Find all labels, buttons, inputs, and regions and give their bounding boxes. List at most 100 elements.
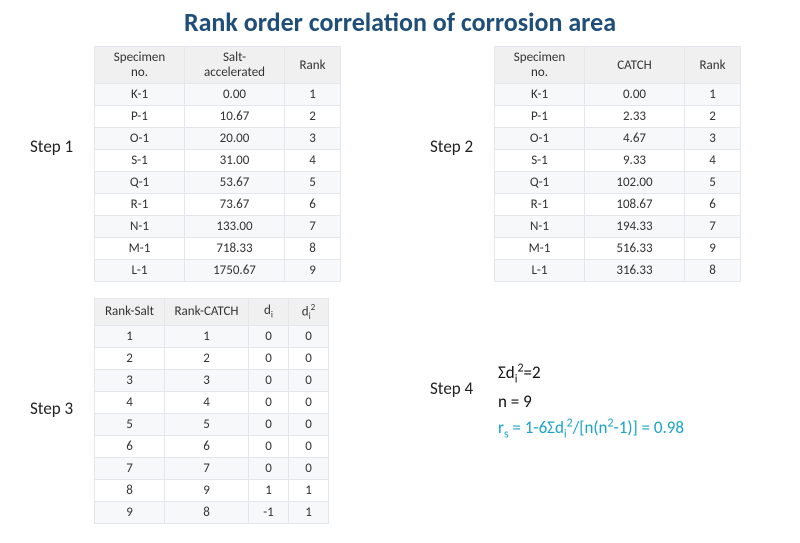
- step3-col-di2: di2: [289, 299, 329, 326]
- table-cell: 4.67: [585, 128, 685, 150]
- step3-col: Rank-Salt: [95, 299, 165, 326]
- table-cell: 8: [685, 260, 741, 282]
- table-cell: 9: [95, 501, 165, 523]
- table-cell: 0: [249, 347, 289, 369]
- table-row: O-120.003: [95, 128, 341, 150]
- table-cell: 53.67: [185, 172, 285, 194]
- table-cell: 4: [685, 150, 741, 172]
- table-cell: 3: [685, 128, 741, 150]
- table-cell: K-1: [495, 84, 585, 106]
- table-cell: 3: [165, 369, 249, 391]
- table-cell: 102.00: [585, 172, 685, 194]
- step4-label: Step 4: [430, 378, 488, 399]
- table-cell: 5: [685, 172, 741, 194]
- table-cell: 4: [95, 391, 165, 413]
- table-cell: 6: [685, 194, 741, 216]
- table-cell: 20.00: [185, 128, 285, 150]
- table-cell: 4: [285, 150, 341, 172]
- table-cell: M-1: [495, 238, 585, 260]
- table-cell: 0: [249, 435, 289, 457]
- formula-line3: rs = 1-6Σdi2/[n(n2-1)] = 0.98: [498, 415, 684, 444]
- table-row: O-14.673: [495, 128, 741, 150]
- step1-col: Salt-accelerated: [185, 47, 285, 84]
- table-cell: 0: [289, 435, 329, 457]
- table-cell: 1: [95, 325, 165, 347]
- table-row: K-10.001: [495, 84, 741, 106]
- table-row: P-110.672: [95, 106, 341, 128]
- table-row: N-1194.337: [495, 216, 741, 238]
- table-row: R-173.676: [95, 194, 341, 216]
- table-row: K-10.001: [95, 84, 341, 106]
- table-cell: 4: [165, 391, 249, 413]
- table-cell: 108.67: [585, 194, 685, 216]
- table-cell: 8: [95, 479, 165, 501]
- table-row: 5500: [95, 413, 329, 435]
- step2-col: Rank: [685, 47, 741, 84]
- table-cell: 1: [165, 325, 249, 347]
- table-row: N-1133.007: [95, 216, 341, 238]
- table-cell: 2: [95, 347, 165, 369]
- table-cell: 6: [95, 435, 165, 457]
- table-row: S-131.004: [95, 150, 341, 172]
- table-cell: O-1: [95, 128, 185, 150]
- table-cell: 3: [95, 369, 165, 391]
- table-cell: P-1: [495, 106, 585, 128]
- table-cell: R-1: [495, 194, 585, 216]
- table-cell: 316.33: [585, 260, 685, 282]
- table-cell: 194.33: [585, 216, 685, 238]
- table-row: 1100: [95, 325, 329, 347]
- table-cell: Q-1: [495, 172, 585, 194]
- table-row: P-12.332: [495, 106, 741, 128]
- formula-line2: n = 9: [498, 389, 684, 415]
- table-cell: 8: [165, 501, 249, 523]
- table-cell: M-1: [95, 238, 185, 260]
- table-cell: 9: [685, 238, 741, 260]
- table-cell: L-1: [495, 260, 585, 282]
- table-cell: 7: [685, 216, 741, 238]
- step2-table: Specimen no.CATCHRank K-10.001P-12.332O-…: [494, 46, 741, 282]
- table-row: Q-1102.005: [495, 172, 741, 194]
- table-cell: 7: [95, 457, 165, 479]
- table-cell: 2: [165, 347, 249, 369]
- table-cell: 7: [165, 457, 249, 479]
- table-cell: K-1: [95, 84, 185, 106]
- table-cell: Q-1: [95, 172, 185, 194]
- step3-table: Rank-SaltRank-CATCHdidi2 110022003300440…: [94, 298, 329, 524]
- table-row: M-1516.339: [495, 238, 741, 260]
- table-row: R-1108.676: [495, 194, 741, 216]
- step2-block: Step 2 Specimen no.CATCHRank K-10.001P-1…: [430, 46, 741, 282]
- step3-label: Step 3: [30, 398, 84, 419]
- table-cell: 2: [685, 106, 741, 128]
- table-cell: 0: [289, 457, 329, 479]
- table-row: 8911: [95, 479, 329, 501]
- step4-block: Step 4 Σdi2=2 n = 9 rs = 1-6Σdi2/[n(n2-1…: [430, 360, 684, 444]
- table-cell: 718.33: [185, 238, 285, 260]
- table-cell: 2.33: [585, 106, 685, 128]
- table-row: 6600: [95, 435, 329, 457]
- table-cell: 6: [165, 435, 249, 457]
- step3-block: Step 3 Rank-SaltRank-CATCHdidi2 11002200…: [30, 298, 329, 524]
- step4-formula: Σdi2=2 n = 9 rs = 1-6Σdi2/[n(n2-1)] = 0.…: [498, 360, 684, 444]
- table-cell: 0: [249, 413, 289, 435]
- table-cell: 0: [289, 369, 329, 391]
- table-row: L-11750.679: [95, 260, 341, 282]
- table-cell: 9: [165, 479, 249, 501]
- table-cell: 133.00: [185, 216, 285, 238]
- table-cell: N-1: [495, 216, 585, 238]
- step2-col: Specimen no.: [495, 47, 585, 84]
- table-cell: P-1: [95, 106, 185, 128]
- table-cell: 5: [165, 413, 249, 435]
- step1-label: Step 1: [30, 136, 84, 157]
- step2-label: Step 2: [430, 136, 484, 157]
- table-cell: N-1: [95, 216, 185, 238]
- table-cell: 6: [285, 194, 341, 216]
- table-cell: 1: [289, 501, 329, 523]
- table-cell: 9: [285, 260, 341, 282]
- table-cell: 73.67: [185, 194, 285, 216]
- table-row: L-1316.338: [495, 260, 741, 282]
- table-cell: R-1: [95, 194, 185, 216]
- table-cell: 0.00: [585, 84, 685, 106]
- table-cell: O-1: [495, 128, 585, 150]
- step1-block: Step 1 Specimen no.Salt-acceleratedRank …: [30, 46, 341, 282]
- table-cell: 1: [285, 84, 341, 106]
